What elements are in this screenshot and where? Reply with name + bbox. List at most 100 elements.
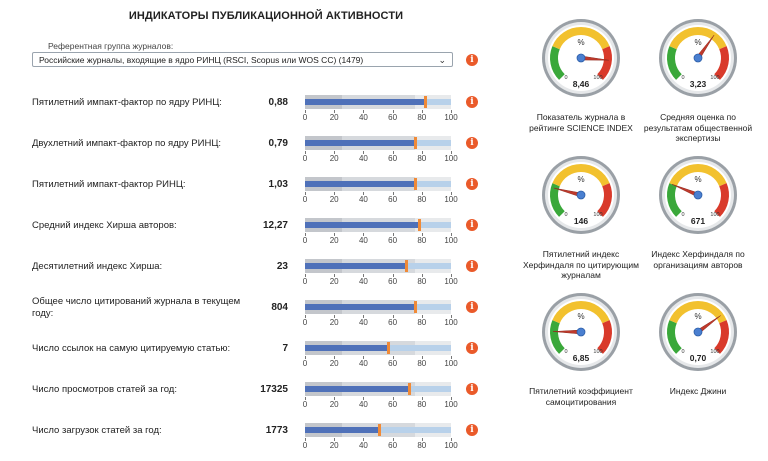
indicator-label: Число ссылок на самую цитируемую статью: [32, 343, 231, 354]
indicator-bar-fill [305, 263, 406, 269]
gauge-percent-label: % [694, 38, 701, 47]
gauge-percent-label: % [577, 312, 584, 321]
indicator-bar-marker [413, 178, 417, 190]
indicator-bar-marker [423, 96, 427, 108]
axis-tick-label: 40 [358, 441, 368, 450]
info-icon[interactable]: i [466, 383, 478, 395]
indicator-bar-marker [378, 424, 382, 436]
indicator-value: 1,03 [268, 179, 288, 190]
gauge-band [714, 320, 729, 354]
gauge-max-label: 100 [710, 349, 719, 355]
info-icon[interactable]: i [466, 342, 478, 354]
indicator-bar [305, 423, 451, 437]
gauge-percent-label: % [577, 38, 584, 47]
axis-tick-label: 80 [417, 359, 427, 368]
indicator-bar [305, 300, 451, 314]
axis-tick-label: 20 [329, 113, 339, 122]
axis-tick-label: 0 [302, 195, 308, 204]
indicator-bar-marker [413, 137, 417, 149]
info-icon[interactable]: i [466, 219, 478, 231]
info-icon[interactable]: i [466, 96, 478, 108]
axis-tick-label: 40 [358, 277, 368, 286]
axis-tick-label: 80 [417, 113, 427, 122]
indicator-bar-fill [305, 140, 415, 146]
axis-tick-label: 60 [388, 236, 398, 245]
gauge-value: 671 [690, 216, 706, 226]
gauge-hub [693, 53, 703, 63]
indicator-label: Число просмотров статей за год: [32, 384, 177, 395]
axis-tick-label: 80 [417, 277, 427, 286]
axis-tick-label: 0 [302, 113, 308, 122]
indicator-label: Двухлетний импакт-фактор по ядру РИНЦ: [32, 138, 222, 149]
info-icon[interactable]: i [466, 54, 478, 66]
indicator-label: Средний индекс Хирша авторов: [32, 220, 177, 231]
gauge-caption: Показатель журнала в рейтинге SCIENCE IN… [529, 112, 633, 133]
indicator-bar-marker [407, 383, 411, 395]
gauge-band [714, 183, 729, 217]
indicator-bar-fill [305, 222, 419, 228]
chevron-down-icon[interactable]: ⌄ [438, 55, 446, 65]
gauge-caption: Индекс Херфиндаля по организациям авторо… [651, 249, 745, 270]
info-icon[interactable]: i [466, 137, 478, 149]
axis-tick-label: 20 [329, 277, 339, 286]
info-icon[interactable]: i [466, 260, 478, 272]
gauge-band [667, 183, 682, 217]
axis-tick-label: 20 [329, 359, 339, 368]
gauge: % 0 100 6,85 [541, 292, 621, 372]
indicator-row: Число просмотров статей за год: 17325 0 20 4… [0, 381, 500, 411]
indicator-row: Десятилетний индекс Хирша: 23 0 20 40 60 80 100… [0, 258, 500, 288]
indicator-value: 17325 [260, 384, 288, 395]
gauge-hub [576, 53, 586, 63]
indicator-axis: 0 20 40 60 80 100 [303, 233, 465, 246]
info-icon[interactable]: i [466, 178, 478, 190]
axis-tick-label: 100 [444, 318, 458, 327]
axis-tick-label: 80 [417, 236, 427, 245]
indicator-bar [305, 95, 451, 109]
indicator-row: Число ссылок на самую цитируемую статью:… [0, 340, 500, 370]
axis-tick-label: 40 [358, 154, 368, 163]
indicator-label: Общее число цитирований журнала в текуще… [32, 296, 241, 319]
axis-tick-label: 40 [358, 400, 368, 409]
indicator-value: 0,79 [268, 138, 288, 149]
indicator-bar [305, 218, 451, 232]
gauge-caption: Пятилетний коэффициент самоцитирования [529, 386, 633, 407]
indicator-bar [305, 136, 451, 150]
axis-tick-label: 80 [417, 195, 427, 204]
axis-tick-label: 40 [358, 113, 368, 122]
indicator-bar-fill [305, 304, 415, 310]
gauge-min-label: 0 [681, 349, 684, 355]
axis-tick-label: 40 [358, 195, 368, 204]
axis-tick-label: 60 [388, 400, 398, 409]
indicator-bar-fill [305, 386, 409, 392]
info-icon[interactable]: i [466, 301, 478, 313]
gauge-caption: Средняя оценка по результатам общественн… [643, 112, 753, 143]
gauge-band [669, 27, 727, 50]
indicator-value: 1773 [265, 425, 288, 436]
reference-group-select[interactable]: Российские журналы, входящие в ядро РИНЦ… [32, 52, 453, 67]
gauge-band [669, 301, 727, 324]
indicator-bar-marker [387, 342, 391, 354]
indicator-row: Двухлетний импакт-фактор по ядру РИНЦ: 0,… [0, 135, 500, 165]
axis-tick-label: 0 [302, 154, 308, 163]
gauge-band [552, 27, 610, 50]
axis-tick-label: 60 [388, 154, 398, 163]
gauge-band [552, 164, 610, 187]
indicator-axis: 0 20 40 60 80 100 [302, 110, 465, 123]
axis-tick-label: 20 [329, 236, 339, 245]
axis-tick-label: 100 [444, 154, 458, 163]
indicator-label: Пятилетний импакт-фактор РИНЦ: [32, 179, 186, 190]
gauge-percent-label: % [577, 175, 584, 184]
info-icon[interactable]: i [466, 424, 478, 436]
reference-group-selected: Российские журналы, входящие в ядро РИНЦ… [39, 55, 364, 65]
indicator-label: Десятилетний индекс Хирша: [32, 261, 163, 272]
gauge-band [597, 320, 612, 354]
gauge-band [667, 320, 682, 354]
axis-tick-label: 20 [329, 154, 339, 163]
indicator-row: Общее число цитирований журнала в текуще… [0, 296, 500, 329]
indicator-label: Число загрузок статей за год: [32, 425, 162, 436]
indicator-value: 12,27 [262, 220, 288, 231]
indicator-bar [305, 177, 451, 191]
gauge-min-label: 0 [564, 212, 567, 218]
gauge-band [552, 301, 610, 324]
indicator-axis: 0 20 40 60 80 100 [302, 151, 465, 164]
